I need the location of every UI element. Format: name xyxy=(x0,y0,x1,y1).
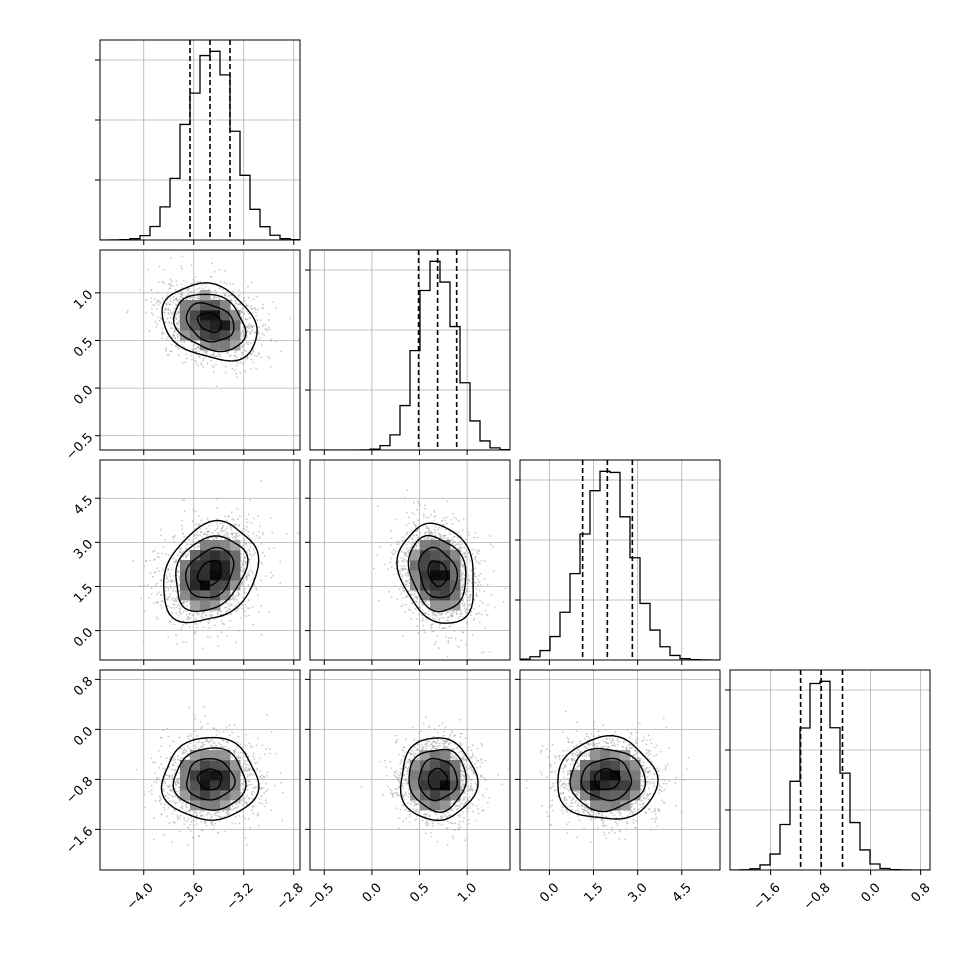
axes-frame xyxy=(99,249,301,451)
x-tick-label: −1.6 xyxy=(751,880,784,913)
histogram-panel-1 xyxy=(305,249,511,455)
axes-frame xyxy=(309,249,511,451)
x-tick-label: −3.6 xyxy=(174,880,207,913)
scatter-panel-2-1 xyxy=(305,459,511,665)
y-tick-label: 0.0 xyxy=(71,625,96,650)
y-tick-label: 0.5 xyxy=(71,335,96,360)
contour-line xyxy=(185,546,235,599)
y-tick-label: 1.5 xyxy=(71,581,96,606)
x-tick-label: −2.8 xyxy=(274,880,307,913)
axes-frame xyxy=(99,669,301,871)
scatter-points xyxy=(373,489,507,660)
contour-line xyxy=(175,535,249,613)
histogram-panel-2 xyxy=(515,459,721,665)
x-tick-label: 3.0 xyxy=(625,880,650,905)
contour-line xyxy=(162,519,260,624)
scatter-points xyxy=(132,480,299,649)
axes-frame xyxy=(309,459,511,661)
x-tick-label: 0.0 xyxy=(360,880,385,905)
y-tick-label: 0.0 xyxy=(71,724,96,749)
axes-frame xyxy=(729,669,931,871)
contour-line xyxy=(418,757,458,802)
y-tick-label: 0.0 xyxy=(71,383,96,408)
x-tick-label: 1.0 xyxy=(455,880,480,905)
histogram-panel-0 xyxy=(95,39,301,245)
histogram-panel-3: −1.6 −0.8 0.0 0.8 xyxy=(725,669,934,913)
histogram-step-line xyxy=(310,260,510,450)
histogram-step-line xyxy=(520,470,720,660)
histogram-step-line xyxy=(730,680,930,870)
contour-line xyxy=(557,734,659,820)
axes-frame xyxy=(519,459,721,661)
density-cells xyxy=(410,750,461,811)
histogram-step-line xyxy=(100,50,300,240)
x-tick-label: 0.0 xyxy=(858,880,883,905)
contour-line xyxy=(399,737,479,822)
y-tick-label: 4.5 xyxy=(71,493,96,518)
contour-line xyxy=(197,312,223,334)
contour-line xyxy=(580,757,633,802)
y-tick-label: −1.6 xyxy=(63,824,96,857)
x-tick-label: 4.5 xyxy=(670,880,695,905)
y-tick-label: 1.0 xyxy=(71,288,96,313)
contour-line xyxy=(396,522,474,624)
contour-line xyxy=(161,282,258,362)
contour-line xyxy=(408,748,468,814)
x-tick-label: 0.8 xyxy=(908,880,933,905)
axes-frame xyxy=(309,669,511,871)
contour-line xyxy=(172,747,247,812)
contour-line xyxy=(407,534,467,613)
density-cells xyxy=(180,290,241,351)
x-tick-label: 1.5 xyxy=(581,880,606,905)
contour-line xyxy=(427,767,449,790)
contour-line xyxy=(185,302,235,343)
scatter-panel-3-1: −0.5 0.0 0.5 1.0 xyxy=(304,669,511,913)
axes-frame xyxy=(99,459,301,661)
axes-frame xyxy=(99,39,301,241)
contour-line xyxy=(160,736,260,821)
contour-line xyxy=(196,768,223,791)
scatter-panel-2-0: 0.0 1.5 3.0 4.5 xyxy=(71,459,301,665)
x-tick-label: −3.2 xyxy=(224,880,257,913)
scatter-panel-3-0: −1.6 −0.8 0.0 0.8 −4.0 −3.6 −3.2 −2.8 xyxy=(63,669,307,913)
x-tick-label: 0.5 xyxy=(407,880,432,905)
contour-line xyxy=(593,768,621,791)
contour-line xyxy=(418,546,459,599)
y-tick-label: −0.5 xyxy=(63,430,96,463)
x-tick-label: −0.8 xyxy=(801,880,834,913)
contour-line xyxy=(569,747,647,813)
axes-frame xyxy=(519,669,721,871)
contour-line xyxy=(196,560,222,587)
x-tick-label: 0.0 xyxy=(537,880,562,905)
contour-line xyxy=(172,293,247,353)
x-tick-label: −0.5 xyxy=(304,880,337,913)
y-tick-label: 3.0 xyxy=(71,537,96,562)
y-tick-label: −0.8 xyxy=(63,774,96,807)
contour-line xyxy=(427,560,448,588)
x-tick-label: −4.0 xyxy=(124,880,157,913)
contour-line xyxy=(185,757,236,801)
scatter-panel-3-2: 0.0 1.5 3.0 4.5 xyxy=(515,669,721,906)
density-cells xyxy=(570,750,641,811)
density-cells xyxy=(410,540,461,611)
y-tick-label: 0.8 xyxy=(71,674,96,699)
scatter-panel-1-0: −0.5 0.0 0.5 1.0 xyxy=(63,249,301,463)
